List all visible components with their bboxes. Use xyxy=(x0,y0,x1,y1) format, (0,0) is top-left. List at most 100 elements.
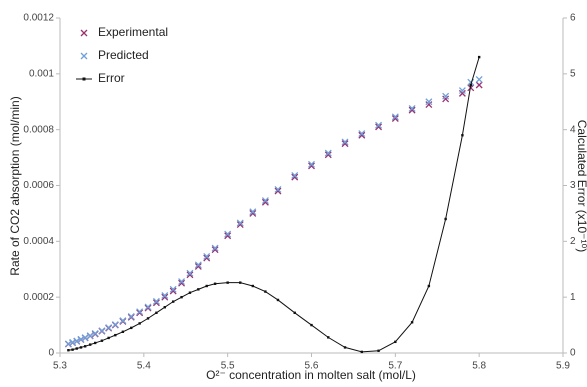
x-tick-label: 5.5 xyxy=(221,361,235,372)
scatter-point xyxy=(203,254,211,262)
line-point xyxy=(130,326,133,330)
line-point xyxy=(205,284,208,288)
line-point xyxy=(251,284,255,288)
scatter-point xyxy=(358,131,366,139)
y-tick-label: 0.0004 xyxy=(23,236,54,247)
y2-tick-label: 0 xyxy=(570,348,576,359)
scatter-point xyxy=(91,329,99,337)
line-point xyxy=(310,323,313,327)
scatter-point xyxy=(161,292,169,299)
line-point xyxy=(171,300,175,303)
line-point xyxy=(327,336,330,339)
y2-tick-label: 3 xyxy=(570,180,576,191)
line-point xyxy=(75,347,78,350)
scatter-point xyxy=(341,138,349,146)
line-point xyxy=(94,341,97,345)
line-point xyxy=(71,348,74,351)
scatter-point xyxy=(408,106,416,114)
scatter-point xyxy=(127,312,135,320)
scatter-point xyxy=(475,75,483,83)
y-tick-label: 0.0012 xyxy=(23,13,54,24)
scatter-point xyxy=(119,317,127,325)
line-point xyxy=(343,346,347,349)
legend-swatch xyxy=(80,29,88,37)
line-point xyxy=(360,350,363,354)
scatter-point xyxy=(274,185,282,193)
legend-label: Error xyxy=(98,71,125,85)
legend-swatch xyxy=(80,52,88,60)
scatter-point xyxy=(194,262,202,270)
scatter-point xyxy=(236,219,244,227)
scatter-point xyxy=(105,324,113,332)
scatter-point xyxy=(458,87,466,95)
y-axis-label: Rate of CO2 absorption (mol/min) xyxy=(8,96,22,275)
scatter-point xyxy=(144,304,152,312)
scatter-point xyxy=(178,278,186,285)
line-point xyxy=(469,83,472,87)
scatter-point xyxy=(408,104,416,112)
line-point xyxy=(83,345,87,348)
scatter-point xyxy=(81,334,89,342)
scatter-point xyxy=(86,332,94,340)
scatter-point xyxy=(98,327,106,335)
scatter-point xyxy=(291,173,299,181)
scatter-point xyxy=(375,123,383,131)
scatter-point xyxy=(467,78,475,86)
y-tick-label: 0.0002 xyxy=(23,292,54,303)
x-tick-label: 5.7 xyxy=(388,361,402,372)
line-point xyxy=(461,134,464,137)
scatter-point xyxy=(391,115,399,122)
line-point xyxy=(427,284,431,288)
line-point xyxy=(444,217,447,221)
line-point xyxy=(264,290,267,293)
y2-axis-label: Calculated Error (x10⁻¹⁰) xyxy=(575,120,587,253)
x-tick-label: 5.6 xyxy=(305,361,319,372)
line-point xyxy=(410,321,414,324)
scatter-point xyxy=(224,232,232,240)
scatter-point xyxy=(169,287,177,295)
scatter-point xyxy=(458,89,466,97)
scatter-point xyxy=(161,293,169,301)
error-line xyxy=(68,56,480,353)
scatter-point xyxy=(358,130,366,138)
scatter-point xyxy=(169,285,177,293)
scatter-point xyxy=(391,113,399,121)
legend-label: Predicted xyxy=(98,48,149,62)
line-point xyxy=(155,311,158,314)
y2-tick-label: 5 xyxy=(570,68,576,79)
y2-tick-label: 6 xyxy=(570,13,576,24)
scatter-point xyxy=(211,246,219,254)
y2-tick-label: 4 xyxy=(570,124,576,135)
scatter-point xyxy=(136,309,144,317)
scatter-point xyxy=(73,337,81,345)
scatter-point xyxy=(425,101,433,109)
line-point xyxy=(163,306,166,309)
y-tick-label: 0.0006 xyxy=(23,180,54,191)
x-tick-label: 5.3 xyxy=(53,361,67,372)
y-tick-label: 0.001 xyxy=(29,68,54,79)
scatter-point xyxy=(249,209,257,217)
scatter-point xyxy=(194,261,202,269)
scatter-point xyxy=(475,81,483,89)
legend-swatch xyxy=(82,77,86,81)
line-point xyxy=(138,322,141,325)
legend-label: Experimental xyxy=(98,25,168,39)
scatter-point xyxy=(186,269,194,277)
scatter-point xyxy=(236,221,244,229)
line-point xyxy=(213,282,217,285)
scatter-point xyxy=(186,271,194,279)
line-point xyxy=(146,317,150,320)
scatter-point xyxy=(324,149,332,157)
scatter-point xyxy=(152,299,160,307)
scatter-point xyxy=(64,340,72,348)
line-point xyxy=(293,311,296,314)
line-point xyxy=(477,55,481,59)
line-point xyxy=(100,339,104,342)
scatter-point xyxy=(375,121,383,129)
line-point xyxy=(377,349,380,352)
scatter-point xyxy=(69,338,77,346)
scatter-point xyxy=(291,171,299,179)
x-tick-label: 5.9 xyxy=(556,361,570,372)
line-point xyxy=(180,295,183,299)
